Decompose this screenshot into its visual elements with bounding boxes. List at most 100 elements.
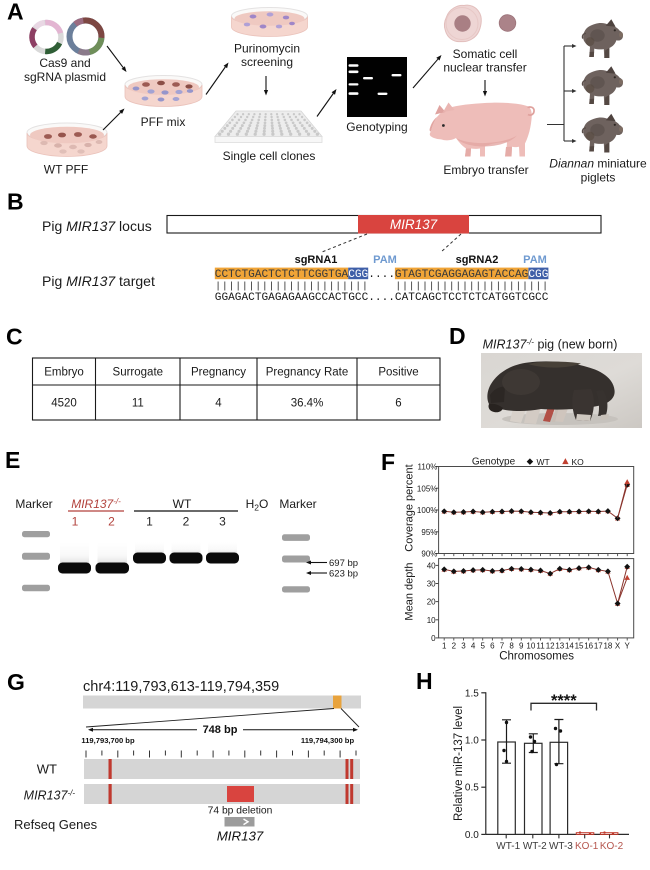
svg-text:MIR137-/- pig (new born): MIR137-/- pig (new born)	[483, 338, 618, 352]
svg-text:piglets: piglets	[581, 171, 616, 185]
svg-text:30: 30	[427, 580, 436, 589]
svg-text:4: 4	[471, 641, 476, 650]
svg-text:Pregnancy Rate: Pregnancy Rate	[266, 367, 348, 379]
svg-text:KO-1: KO-1	[575, 841, 599, 852]
svg-text:MIR137-/-: MIR137-/-	[24, 789, 76, 803]
svg-text:sgRNA2: sgRNA2	[456, 254, 499, 266]
svg-text:3: 3	[461, 641, 466, 650]
svg-text:7: 7	[500, 641, 505, 650]
svg-text:A: A	[7, 0, 24, 25]
svg-text:sgRNA1: sgRNA1	[295, 254, 338, 266]
svg-text:16: 16	[584, 641, 593, 650]
svg-text:119,793,700 bp: 119,793,700 bp	[81, 736, 135, 745]
svg-text:WT PFF: WT PFF	[44, 163, 88, 177]
svg-text:B: B	[7, 189, 24, 215]
svg-text:20: 20	[427, 598, 436, 607]
svg-text:1: 1	[442, 641, 447, 650]
svg-text:2: 2	[183, 515, 190, 529]
svg-text:6: 6	[490, 641, 495, 650]
svg-text:PAM: PAM	[523, 254, 547, 266]
svg-text:KO: KO	[572, 457, 585, 467]
svg-text:Refseq Genes: Refseq Genes	[14, 817, 98, 832]
svg-text:KO-2: KO-2	[600, 841, 624, 852]
svg-text:12: 12	[546, 641, 555, 650]
svg-text:screening: screening	[241, 55, 293, 69]
svg-text:....: ....	[368, 269, 395, 281]
svg-text:623 bp: 623 bp	[329, 569, 358, 580]
svg-text:Coverage percent: Coverage percent	[404, 464, 416, 551]
svg-text:74 bp deletion: 74 bp deletion	[208, 806, 273, 817]
svg-text:Mean depth: Mean depth	[404, 562, 416, 620]
svg-text:WT-2: WT-2	[523, 841, 547, 852]
svg-text:Cas9 and: Cas9 and	[39, 56, 90, 70]
svg-text:sgRNA plasmid: sgRNA plasmid	[24, 70, 106, 84]
svg-text:Genotype: Genotype	[472, 457, 516, 468]
svg-text:Genotyping: Genotyping	[346, 120, 407, 134]
svg-text:5: 5	[481, 641, 486, 650]
svg-text:1: 1	[146, 515, 153, 529]
svg-text:Positive: Positive	[378, 367, 418, 379]
svg-text:9: 9	[519, 641, 524, 650]
svg-text:PFF mix: PFF mix	[141, 115, 186, 129]
svg-text:697 bp: 697 bp	[329, 558, 358, 569]
svg-text:748 bp: 748 bp	[203, 724, 238, 736]
svg-text:GTAGTCGAGGAGAGTACCAG: GTAGTCGAGGAGAGTACCAG	[395, 269, 529, 281]
svg-text:1: 1	[72, 515, 79, 529]
svg-text:****: ****	[551, 692, 577, 710]
svg-text:3: 3	[219, 515, 226, 529]
svg-text:36.4%: 36.4%	[291, 398, 324, 410]
svg-text:4520: 4520	[51, 398, 77, 410]
svg-text:0: 0	[431, 634, 436, 643]
svg-text:MIR137-/-: MIR137-/-	[71, 497, 121, 511]
svg-text:chr4:119,793,613-119,794,359: chr4:119,793,613-119,794,359	[83, 679, 279, 695]
svg-text:18: 18	[603, 641, 612, 650]
svg-text:Marker: Marker	[279, 497, 316, 511]
svg-text:95%: 95%	[421, 528, 437, 537]
svg-text:H2O: H2O	[246, 497, 269, 513]
svg-text:nuclear transfer: nuclear transfer	[443, 61, 526, 75]
svg-text:11: 11	[132, 398, 144, 410]
svg-text:1.0: 1.0	[465, 736, 479, 747]
svg-text:G: G	[7, 669, 25, 695]
svg-text:Y: Y	[625, 641, 631, 650]
svg-text:2: 2	[452, 641, 457, 650]
svg-text:PAM: PAM	[373, 254, 397, 266]
svg-text:CGG: CGG	[348, 269, 368, 281]
svg-text:GGAGACTGAGAGAAGCCACTGCC....CAT: GGAGACTGAGAGAAGCCACTGCC....CATCAGCTCCTCT…	[215, 292, 549, 304]
svg-text:WT: WT	[173, 497, 192, 511]
svg-text:Marker: Marker	[15, 497, 52, 511]
svg-text:10: 10	[526, 641, 535, 650]
svg-text:WT-1: WT-1	[496, 841, 520, 852]
svg-text:Pig MIR137 locus: Pig MIR137 locus	[42, 218, 152, 234]
svg-text:CCTCTGACTCTCTTCGGTGA: CCTCTGACTCTCTTCGGTGA	[215, 269, 349, 281]
svg-text:0.0: 0.0	[465, 830, 479, 841]
svg-text:WT: WT	[537, 457, 550, 467]
svg-text:CGG: CGG	[528, 269, 548, 281]
svg-text:40: 40	[427, 561, 436, 570]
svg-text:Pig MIR137 target: Pig MIR137 target	[42, 273, 155, 289]
svg-text:WT: WT	[37, 762, 57, 777]
svg-text:110%: 110%	[418, 463, 438, 472]
svg-text:8: 8	[509, 641, 514, 650]
svg-text:Embryo: Embryo	[44, 367, 84, 379]
svg-text:MIR137: MIR137	[217, 829, 264, 844]
svg-text:0.5: 0.5	[465, 783, 479, 794]
svg-text:WT-3: WT-3	[549, 841, 573, 852]
svg-text:Purinomycin: Purinomycin	[234, 42, 300, 56]
svg-text:H: H	[416, 668, 433, 694]
svg-text:2: 2	[108, 515, 115, 529]
svg-text:X: X	[615, 641, 621, 650]
svg-text:F: F	[381, 449, 395, 475]
svg-text:Embryo transfer: Embryo transfer	[443, 163, 528, 177]
svg-text:Pregnancy: Pregnancy	[191, 367, 246, 379]
svg-text:100%: 100%	[417, 506, 437, 515]
svg-text:Surrogate: Surrogate	[113, 367, 164, 379]
svg-text:17: 17	[594, 641, 603, 650]
svg-text:6: 6	[395, 398, 401, 410]
svg-text:11: 11	[536, 641, 545, 650]
svg-text:1.5: 1.5	[465, 688, 479, 699]
svg-text:15: 15	[575, 641, 584, 650]
svg-text:13: 13	[555, 641, 564, 650]
svg-text:Somatic cell: Somatic cell	[453, 47, 518, 61]
svg-text:14: 14	[565, 641, 574, 650]
